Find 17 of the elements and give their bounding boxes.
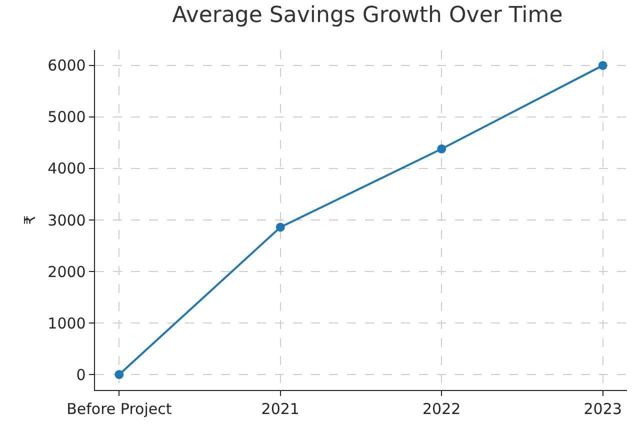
y-tick-label: 5000 <box>48 108 86 126</box>
y-tick-label: 1000 <box>48 314 86 332</box>
x-tick-label: 2021 <box>261 400 300 418</box>
y-tick-label: 2000 <box>48 262 86 281</box>
x-tick-label: 2023 <box>584 400 622 418</box>
y-tick-label: 6000 <box>48 56 86 75</box>
y-axis-title: ₹ <box>20 215 39 225</box>
x-tick-label: Before Project <box>66 400 172 418</box>
point <box>114 370 124 380</box>
point <box>598 60 608 70</box>
y-tick-label: 4000 <box>48 160 86 178</box>
y-tick-label: 3000 <box>48 211 86 230</box>
point <box>437 144 446 154</box>
y-tick-label: 0 <box>76 366 86 384</box>
point <box>276 222 285 232</box>
chart-title: Average Savings Growth Over Time <box>172 2 563 28</box>
x-tick-label: 2022 <box>422 400 461 418</box>
